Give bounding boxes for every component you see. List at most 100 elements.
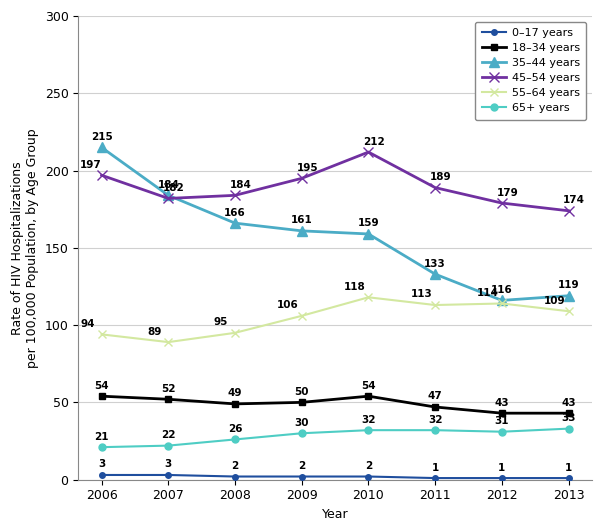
45–54 years: [565, 207, 572, 214]
18–34 years: [498, 410, 505, 417]
55–64 years: [365, 294, 372, 301]
55–64 years: [232, 330, 239, 336]
55–64 years: [98, 331, 106, 338]
18–34 years: [365, 393, 372, 400]
65+ years: [232, 436, 239, 443]
Text: 1: 1: [565, 462, 572, 472]
Text: 21: 21: [94, 431, 109, 442]
18–34 years: [565, 410, 572, 417]
35–44 years: [432, 271, 439, 277]
65+ years: [298, 430, 305, 436]
0–17 years: [565, 475, 572, 481]
65+ years: [365, 427, 372, 434]
0–17 years: [298, 473, 305, 480]
Text: 174: 174: [563, 195, 585, 205]
Text: 32: 32: [361, 414, 376, 425]
0–17 years: [432, 475, 439, 481]
35–44 years: [232, 220, 239, 226]
18–34 years: [432, 404, 439, 410]
Text: 26: 26: [228, 424, 242, 434]
Text: 94: 94: [80, 319, 95, 329]
0–17 years: [165, 472, 172, 478]
Text: 33: 33: [561, 413, 576, 423]
Text: 2: 2: [365, 461, 372, 471]
Text: 52: 52: [161, 384, 175, 394]
Text: 3: 3: [165, 460, 172, 469]
Text: 43: 43: [561, 397, 576, 408]
Text: 119: 119: [558, 280, 579, 290]
Text: 106: 106: [277, 300, 298, 310]
Text: 3: 3: [98, 460, 106, 469]
Y-axis label: Rate of HIV Hospitalizations
per 100,000 Population, by Age Group: Rate of HIV Hospitalizations per 100,000…: [11, 128, 39, 368]
45–54 years: [498, 200, 505, 206]
Text: 215: 215: [90, 132, 113, 142]
Line: 55–64 years: 55–64 years: [98, 293, 573, 346]
Text: 32: 32: [428, 414, 443, 425]
45–54 years: [432, 185, 439, 191]
65+ years: [565, 426, 572, 432]
0–17 years: [498, 475, 505, 481]
45–54 years: [232, 192, 239, 198]
Text: 2: 2: [298, 461, 305, 471]
35–44 years: [98, 144, 106, 151]
Line: 65+ years: 65+ years: [98, 425, 572, 451]
35–44 years: [365, 231, 372, 237]
Text: 1: 1: [498, 462, 505, 472]
35–44 years: [565, 293, 572, 299]
65+ years: [432, 427, 439, 434]
Text: 50: 50: [294, 387, 309, 397]
Legend: 0–17 years, 18–34 years, 35–44 years, 45–54 years, 55–64 years, 65+ years: 0–17 years, 18–34 years, 35–44 years, 45…: [475, 22, 586, 120]
Text: 133: 133: [425, 259, 446, 269]
Text: 54: 54: [94, 380, 109, 390]
0–17 years: [232, 473, 239, 480]
Text: 1: 1: [432, 462, 439, 472]
Text: 179: 179: [496, 187, 518, 197]
55–64 years: [498, 300, 505, 306]
18–34 years: [98, 393, 106, 400]
0–17 years: [98, 472, 106, 478]
Line: 0–17 years: 0–17 years: [99, 472, 571, 481]
Text: 195: 195: [297, 163, 318, 173]
35–44 years: [498, 297, 505, 304]
Line: 18–34 years: 18–34 years: [98, 393, 572, 417]
Text: 43: 43: [494, 397, 509, 408]
Text: 49: 49: [228, 388, 242, 398]
18–34 years: [298, 399, 305, 405]
Text: 118: 118: [344, 282, 365, 292]
65+ years: [165, 443, 172, 449]
Text: 189: 189: [430, 172, 452, 182]
18–34 years: [232, 401, 239, 407]
Text: 2: 2: [232, 461, 239, 471]
35–44 years: [165, 192, 172, 198]
65+ years: [498, 428, 505, 435]
18–34 years: [165, 396, 172, 403]
Text: 161: 161: [291, 215, 312, 226]
35–44 years: [298, 228, 305, 234]
Text: 159: 159: [358, 219, 379, 228]
45–54 years: [98, 172, 106, 178]
Text: 212: 212: [363, 137, 385, 146]
Text: 113: 113: [411, 289, 432, 300]
45–54 years: [298, 175, 305, 181]
65+ years: [98, 444, 106, 451]
Text: 116: 116: [491, 285, 513, 295]
Text: 184: 184: [157, 180, 179, 190]
Text: 54: 54: [361, 380, 376, 390]
Text: 89: 89: [147, 327, 162, 337]
Text: 31: 31: [494, 416, 509, 426]
Text: 114: 114: [477, 288, 499, 298]
0–17 years: [365, 473, 372, 480]
45–54 years: [365, 149, 372, 155]
Line: 45–54 years: 45–54 years: [96, 147, 573, 215]
Text: 166: 166: [224, 207, 246, 218]
55–64 years: [298, 313, 305, 319]
Text: 47: 47: [428, 392, 443, 402]
Text: 184: 184: [230, 180, 251, 190]
Text: 109: 109: [544, 296, 566, 306]
Text: 95: 95: [214, 317, 229, 327]
55–64 years: [565, 308, 572, 314]
Line: 35–44 years: 35–44 years: [96, 143, 573, 305]
Text: 197: 197: [80, 160, 101, 170]
X-axis label: Year: Year: [322, 508, 349, 521]
Text: 22: 22: [161, 430, 175, 440]
